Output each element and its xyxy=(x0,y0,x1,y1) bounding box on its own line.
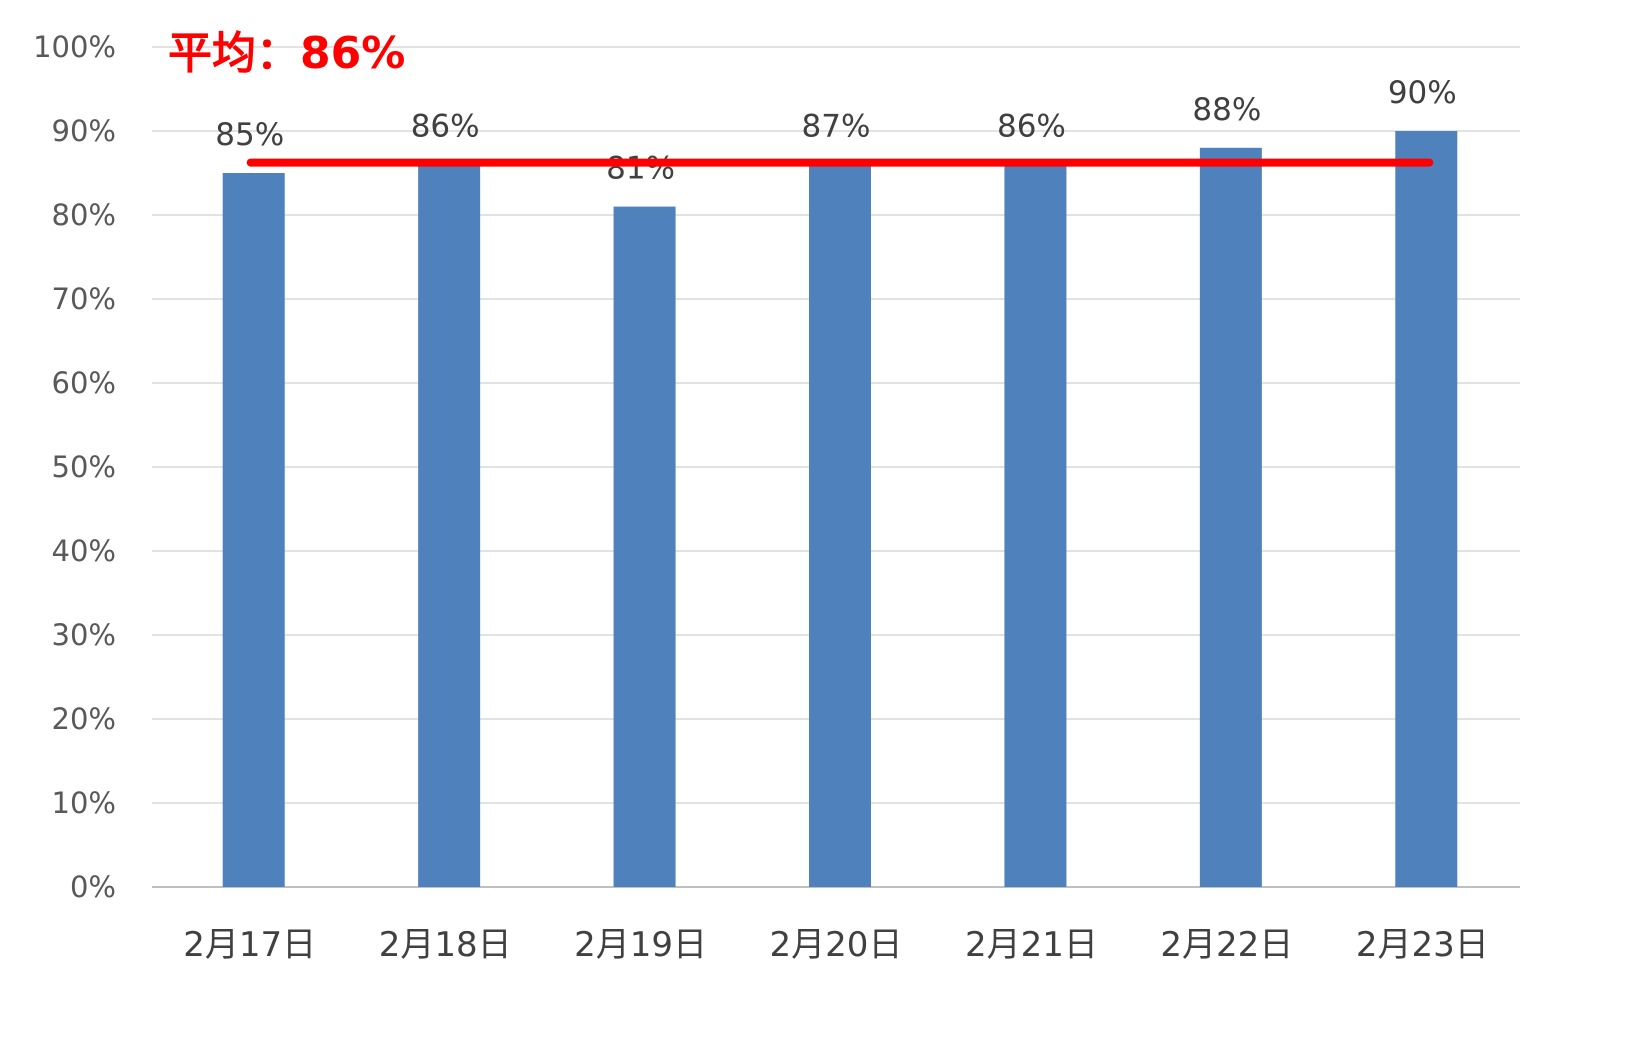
bar xyxy=(1395,131,1458,887)
data-label: 86% xyxy=(411,109,480,145)
y-tick-label: 20% xyxy=(52,702,116,736)
x-category-label: 2月22日 xyxy=(1160,925,1293,965)
bar xyxy=(418,164,481,888)
bars xyxy=(222,131,1458,888)
y-tick-label: 100% xyxy=(33,30,116,64)
y-tick-label: 50% xyxy=(52,450,116,484)
data-label: 85% xyxy=(215,117,284,153)
y-tick-label: 0% xyxy=(70,870,116,904)
y-tick-label: 10% xyxy=(52,786,116,820)
bar xyxy=(1199,147,1262,888)
x-category-label: 2月19日 xyxy=(574,925,707,965)
bar xyxy=(809,164,871,888)
bar xyxy=(613,206,676,888)
x-category-label: 2月23日 xyxy=(1356,925,1489,965)
y-tick-label: 30% xyxy=(52,618,116,652)
x-category-label: 2月17日 xyxy=(183,925,316,965)
data-label: 88% xyxy=(1192,92,1261,128)
data-label: 87% xyxy=(802,109,871,145)
y-tick-label: 90% xyxy=(52,114,116,148)
data-labels: 85% 86% 81% 87% 86% 88% 90% xyxy=(215,75,1456,187)
x-category-label: 2月20日 xyxy=(770,925,903,965)
data-label: 81% xyxy=(606,151,675,187)
x-axis-category-labels: 2月17日 2月18日 2月19日 2月20日 2月21日 2月22日 2月23日 xyxy=(183,925,1488,965)
bar xyxy=(222,173,285,887)
x-category-label: 2月18日 xyxy=(379,925,512,965)
y-axis-tick-labels: 0% 10% 20% 30% 40% 50% 60% 70% 80% 90% 100% xyxy=(33,30,116,904)
y-tick-label: 80% xyxy=(52,198,116,232)
y-tick-label: 40% xyxy=(52,534,116,568)
data-label: 86% xyxy=(997,109,1066,145)
average-label: 平均：86% xyxy=(168,28,405,79)
data-label: 90% xyxy=(1388,75,1457,111)
y-tick-label: 60% xyxy=(52,366,116,400)
y-tick-label: 70% xyxy=(52,282,116,316)
bar xyxy=(1004,164,1067,888)
x-category-label: 2月21日 xyxy=(965,925,1098,965)
